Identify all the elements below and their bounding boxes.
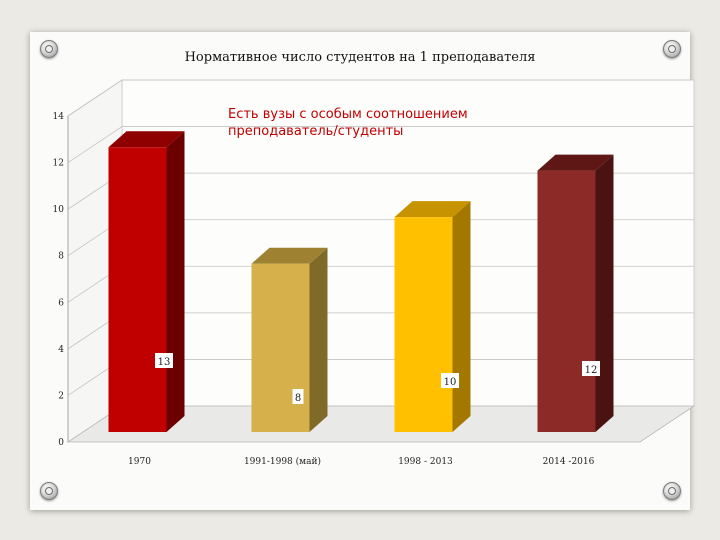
x-tick-label: 1991-1998 (май) xyxy=(244,456,321,467)
chart-title: Нормативное число студентов на 1 препода… xyxy=(184,50,536,65)
bar xyxy=(108,147,167,433)
y-tick-label: 0 xyxy=(58,438,64,448)
bar-side xyxy=(166,131,185,433)
data-label-bg xyxy=(292,389,304,404)
x-tick-label: 2014 -2016 xyxy=(543,457,595,467)
pin-icon xyxy=(40,40,58,58)
data-label: 10 xyxy=(444,377,457,388)
y-tick-label: 2 xyxy=(58,391,64,401)
gridline xyxy=(67,126,694,163)
bar-top xyxy=(394,201,471,218)
y-tick-label: 8 xyxy=(58,252,64,262)
pin-icon xyxy=(663,40,681,58)
bar-side xyxy=(309,247,328,432)
y-tick-label: 6 xyxy=(58,298,64,308)
bar xyxy=(537,170,596,433)
bar-top xyxy=(251,247,328,264)
bar-side xyxy=(595,154,614,433)
data-label: 13 xyxy=(158,357,171,368)
bar xyxy=(394,217,453,432)
pin-icon xyxy=(663,482,681,500)
data-label-bg xyxy=(155,353,173,368)
data-label-bg xyxy=(582,361,600,376)
bar xyxy=(251,263,310,432)
annotation-note: Есть вузы с особым соотношением преподав… xyxy=(228,107,468,139)
data-label: 8 xyxy=(295,393,301,404)
y-tick-label: 10 xyxy=(53,205,65,215)
pin-icon xyxy=(40,482,58,500)
bar-top xyxy=(537,154,614,171)
data-label: 12 xyxy=(585,365,598,376)
y-tick-label: 4 xyxy=(58,345,64,355)
bar-side xyxy=(452,201,471,432)
bar-top xyxy=(108,131,185,148)
gridline xyxy=(67,79,694,117)
x-tick-label: 1998 - 2013 xyxy=(398,457,453,467)
y-tick-label: 14 xyxy=(53,112,65,122)
y-tick-label: 12 xyxy=(53,159,64,169)
data-label-bg xyxy=(441,373,459,388)
x-tick-label: 1970 xyxy=(128,457,151,467)
